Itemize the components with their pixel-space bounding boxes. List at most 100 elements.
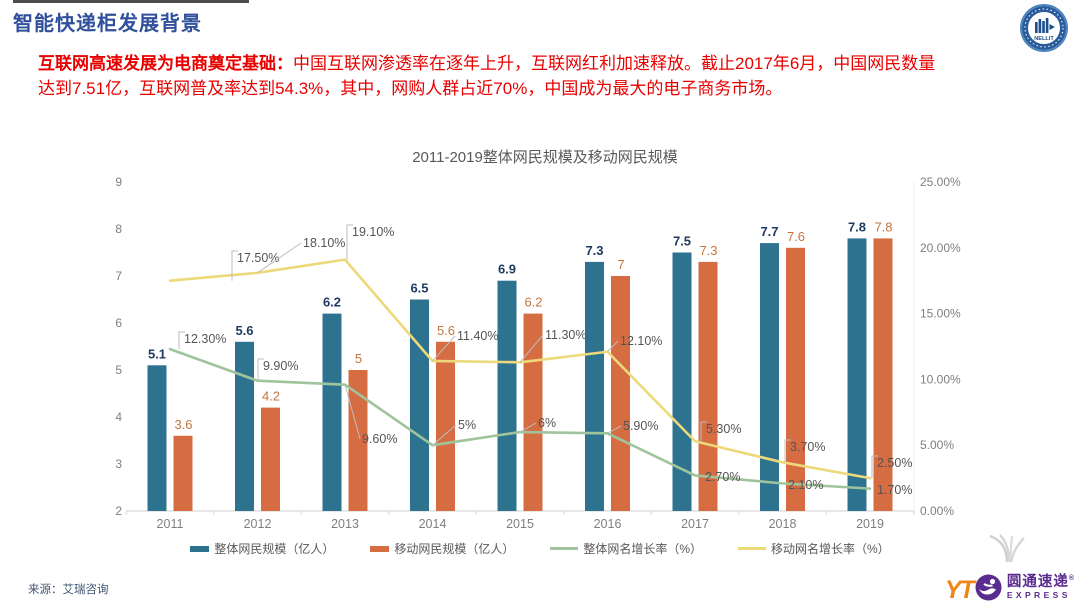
line-label-3: 5.30% [706,422,741,436]
x-axis-category-label: 2011 [157,517,184,531]
line-label-2: 12.30% [184,332,226,346]
label-leader [607,425,622,434]
bar-label-blue: 5.6 [235,323,253,338]
legend-item-mobile-users: 移动网民规模（亿人） [370,540,514,557]
label-leader [700,421,707,442]
yto-logo-yt: YT [944,576,975,604]
label-leader [346,224,353,260]
line-label-2: 9.60% [362,432,397,446]
yto-logo-cn: 圆通速递® [1006,574,1075,590]
nellit-logo-text: NELLIT [1034,36,1054,42]
bar-label-orange: 7 [617,257,624,272]
left-axis-label: 9 [115,175,122,189]
bar-0-2013 [322,313,342,511]
intro-body: 中国互联网渗透率在逐年上升，互联网红利加速释放。截止2017年6月，中国网民数量… [38,54,936,98]
yto-fan-icon [989,534,1025,563]
label-leader [257,358,264,381]
legend-swatch-bar-orange [370,545,390,552]
source-note: 来源：艾瑞咨询 [28,584,109,596]
label-leader [607,340,619,353]
bar-0-2017 [672,252,692,511]
bar-1-2015 [523,313,543,511]
bar-label-blue: 7.3 [585,243,603,258]
bar-1-2013 [348,370,368,511]
legend-item-total-users: 整体网民规模（亿人） [190,540,334,557]
bar-0-2016 [585,261,604,511]
x-axis-category-label: 2012 [244,517,272,531]
left-axis-label: 6 [115,316,122,330]
bar-label-blue: 7.5 [673,234,691,249]
x-axis-category-label: 2015 [506,517,534,531]
bar-label-orange: 7.8 [874,219,892,234]
legend-label: 整体网名增长率（%） [583,542,703,556]
line-label-3: 2.50% [877,456,912,470]
bar-label-blue: 6.5 [410,281,428,296]
bar-0-2018 [760,243,779,511]
bar-label-orange: 5 [355,351,362,366]
bar-0-2019 [847,238,867,511]
label-leader [231,250,238,281]
left-axis-label: 5 [115,363,122,377]
bar-1-2016 [611,276,630,511]
x-axis-category-label: 2017 [681,517,709,531]
bar-label-orange: 5.6 [437,323,455,338]
line-label-2: 5.90% [623,419,658,433]
line-label-2: 2.10% [788,478,823,492]
nellit-bars-icon [1035,18,1055,33]
bar-label-orange: 4.2 [262,389,280,404]
label-leader [871,455,878,479]
line-label-2: 1.70% [877,483,912,497]
registered-mark: ® [1068,575,1075,583]
x-axis-category-label: 2018 [769,517,797,531]
line-label-2: 2.70% [705,470,740,484]
legend-label: 移动网名增长率（%） [771,542,890,556]
label-leader [432,335,456,362]
bar-label-blue: 6.2 [323,295,341,310]
bar-1-2014 [436,341,455,511]
bar-0-2012 [235,341,254,511]
yto-logo-en: EXPRESS [1006,590,1071,600]
line-label-3: 11.30% [545,328,586,342]
line-label-3: 11.40% [457,329,498,343]
chart-title: 2011-2019整体网民规模及移动网民规模 [412,149,678,166]
left-axis-label: 4 [115,410,122,424]
legend-swatch-line-green [550,547,579,550]
legend-label: 整体网民规模（亿人） [214,542,335,556]
right-axis-label: 5.00% [920,438,954,452]
bar-0-2011 [147,365,167,511]
left-axis-label: 8 [115,222,122,236]
chart-legend: 整体网民规模（亿人） 移动网民规模（亿人） 整体网名增长率（%） 移动网名增长率… [0,540,1080,557]
label-leader [178,331,185,350]
label-leader [257,242,302,274]
bar-1-2019 [873,238,893,511]
line-label-3: 3.70% [790,440,825,454]
line-label-2: 5% [458,418,476,432]
bar-1-2018 [786,247,805,512]
yto-circle-icon [975,574,1002,601]
x-axis-category-label: 2014 [419,517,447,531]
bar-1-2011 [173,435,193,511]
right-axis-label: 20.00% [920,241,961,255]
bar-label-orange: 7.3 [699,243,717,258]
label-leader [519,334,544,363]
bar-0-2015 [497,280,517,511]
right-axis-label: 10.00% [920,372,961,386]
nellit-logo: NELLIT [1020,4,1068,52]
x-axis-category-label: 2019 [856,517,884,531]
bar-1-2017 [698,261,718,511]
line-label-2: 6% [538,416,556,430]
label-leader [432,424,457,446]
bar-label-blue: 7.8 [848,219,866,234]
right-axis-label: 25.00% [920,175,961,189]
top-decoration-strip [13,0,249,3]
yto-wordmark: 圆通速递® EXPRESS [1007,573,1075,601]
bar-label-blue: 7.7 [760,224,778,239]
legend-label: 移动网民规模（亿人） [394,542,515,556]
x-axis-category-label: 2016 [594,517,622,531]
intro-lead: 互联网高速发展为电商奠定基础： [38,54,293,73]
bar-0-2014 [410,299,429,511]
line-label-3: 12.10% [620,334,662,348]
line-label-2: 9.90% [263,359,298,373]
line-label-3: 18.10% [303,236,345,250]
